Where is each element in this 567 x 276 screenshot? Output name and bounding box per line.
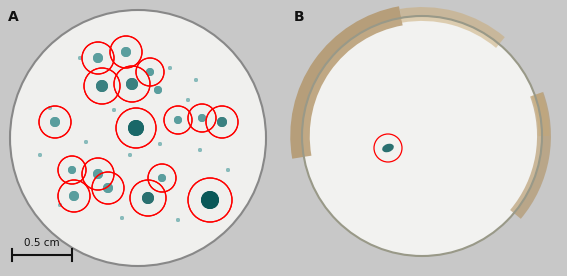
- Ellipse shape: [103, 183, 113, 193]
- Ellipse shape: [50, 117, 60, 127]
- Ellipse shape: [96, 80, 108, 92]
- Ellipse shape: [103, 183, 113, 193]
- Ellipse shape: [93, 169, 103, 179]
- Ellipse shape: [112, 108, 116, 112]
- Ellipse shape: [198, 114, 206, 122]
- Ellipse shape: [194, 78, 198, 82]
- Ellipse shape: [69, 191, 79, 201]
- Ellipse shape: [84, 140, 88, 144]
- Ellipse shape: [48, 106, 52, 110]
- Text: B: B: [294, 10, 304, 24]
- Text: 0.5 cm: 0.5 cm: [24, 238, 60, 248]
- Ellipse shape: [142, 192, 154, 204]
- Ellipse shape: [201, 191, 219, 209]
- Ellipse shape: [176, 218, 180, 222]
- Ellipse shape: [38, 153, 42, 157]
- Ellipse shape: [186, 98, 190, 102]
- Ellipse shape: [201, 191, 219, 209]
- Ellipse shape: [112, 108, 116, 112]
- Ellipse shape: [382, 144, 394, 152]
- Ellipse shape: [217, 117, 227, 127]
- Ellipse shape: [226, 168, 230, 172]
- Ellipse shape: [194, 78, 198, 82]
- Ellipse shape: [120, 216, 124, 220]
- Ellipse shape: [154, 86, 162, 94]
- Ellipse shape: [128, 120, 144, 136]
- Ellipse shape: [158, 174, 166, 182]
- Ellipse shape: [78, 56, 82, 60]
- Ellipse shape: [154, 86, 162, 94]
- Ellipse shape: [198, 114, 206, 122]
- Ellipse shape: [174, 116, 182, 124]
- Ellipse shape: [58, 203, 62, 207]
- Ellipse shape: [58, 203, 62, 207]
- Circle shape: [302, 16, 542, 256]
- Ellipse shape: [50, 117, 60, 127]
- Ellipse shape: [121, 47, 131, 57]
- Ellipse shape: [158, 142, 162, 146]
- Ellipse shape: [186, 98, 190, 102]
- Ellipse shape: [128, 120, 144, 136]
- Ellipse shape: [174, 116, 182, 124]
- Ellipse shape: [68, 166, 76, 174]
- Ellipse shape: [146, 68, 154, 76]
- Ellipse shape: [128, 153, 132, 157]
- Ellipse shape: [158, 174, 166, 182]
- Ellipse shape: [126, 78, 138, 90]
- Ellipse shape: [142, 192, 154, 204]
- Ellipse shape: [78, 56, 82, 60]
- Ellipse shape: [68, 166, 76, 174]
- Ellipse shape: [121, 47, 131, 57]
- Circle shape: [10, 10, 266, 266]
- Ellipse shape: [38, 153, 42, 157]
- Ellipse shape: [93, 169, 103, 179]
- Ellipse shape: [158, 142, 162, 146]
- Ellipse shape: [96, 80, 108, 92]
- Ellipse shape: [48, 106, 52, 110]
- Ellipse shape: [128, 153, 132, 157]
- Ellipse shape: [126, 78, 138, 90]
- Ellipse shape: [146, 68, 154, 76]
- Ellipse shape: [93, 53, 103, 63]
- Ellipse shape: [168, 66, 172, 70]
- Ellipse shape: [226, 168, 230, 172]
- Ellipse shape: [84, 140, 88, 144]
- Ellipse shape: [198, 148, 202, 152]
- Ellipse shape: [69, 191, 79, 201]
- Ellipse shape: [217, 117, 227, 127]
- Text: A: A: [8, 10, 19, 24]
- Ellipse shape: [198, 148, 202, 152]
- Ellipse shape: [93, 53, 103, 63]
- Ellipse shape: [176, 218, 180, 222]
- Ellipse shape: [168, 66, 172, 70]
- Ellipse shape: [120, 216, 124, 220]
